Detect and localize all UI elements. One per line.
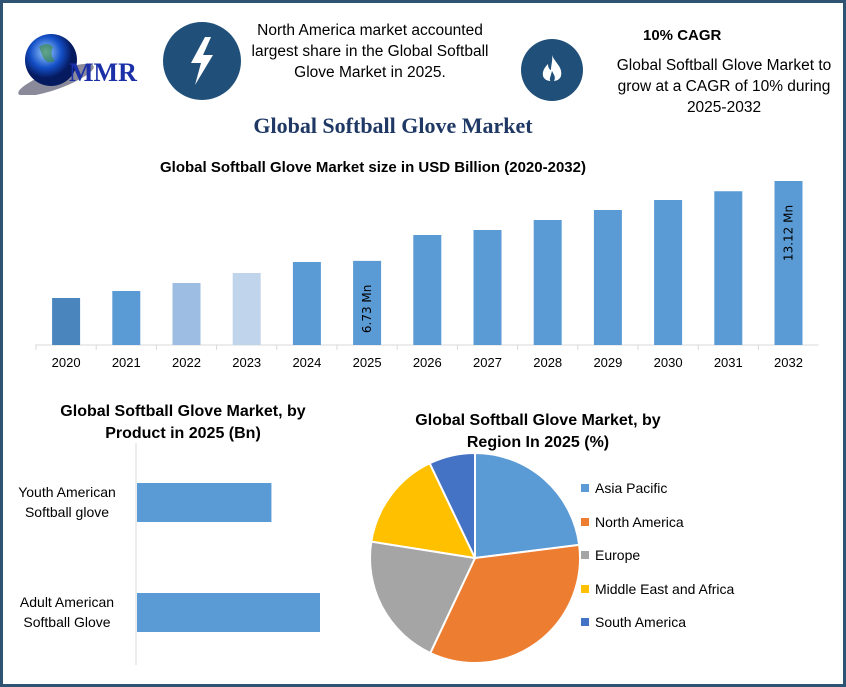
x-tick-label: 2032: [774, 355, 803, 370]
pie-slice-middle-east-and-africa: [370, 461, 477, 560]
legend-swatch: [581, 618, 589, 626]
legend-item: Middle East and Africa: [581, 581, 734, 597]
product-bar: [137, 593, 320, 632]
bar-2026: [413, 235, 442, 345]
cagr-note: Global Softball Glove Market to grow at …: [616, 57, 832, 116]
data-label: 13.12 Mn: [782, 205, 796, 261]
legend-item: North America: [581, 514, 684, 530]
product-bar: [137, 483, 272, 522]
product-label: Youth American Softball glove: [18, 484, 116, 520]
legend-label: North America: [595, 513, 684, 530]
bar-2023: [232, 273, 261, 345]
legend-item: South America: [581, 614, 686, 630]
main-title: Global Softball Glove Market: [253, 113, 533, 138]
bar-2031: [714, 191, 743, 345]
x-tick-label: 2026: [413, 355, 442, 370]
x-tick-label: 2023: [232, 355, 261, 370]
legend-swatch: [581, 484, 589, 492]
legend-swatch: [581, 584, 589, 593]
mmr-logo: MMR: [11, 25, 161, 97]
legend-swatch: [581, 517, 589, 526]
x-tick-label: 2028: [533, 355, 562, 370]
bar-2028: [533, 220, 562, 345]
legend-swatch: [581, 551, 589, 559]
legend-item: Europe: [581, 547, 640, 563]
x-tick-label: 2025: [353, 355, 382, 370]
product-label: Adult American Softball Glove: [19, 594, 115, 630]
x-tick-label: 2021: [112, 355, 141, 370]
bar-2021: [112, 291, 141, 345]
bar-2032: [774, 181, 803, 345]
legend-label: Europe: [595, 547, 641, 563]
x-tick-label: 2022: [172, 355, 201, 370]
legend-item: Asia Pacific: [581, 480, 667, 496]
x-tick-label: 2020: [52, 355, 81, 370]
x-tick-label: 2024: [292, 355, 321, 370]
bar-2029: [593, 210, 622, 345]
bar-chart-title: Global Softball Glove Market size in USD…: [160, 159, 586, 176]
bar-2020: [52, 298, 81, 345]
bar-2022: [172, 283, 201, 345]
region-chart-title: Global Softball Glove Market, by Region …: [415, 412, 661, 451]
product-bar-chart: [135, 443, 320, 665]
pie-slice-asia-pacific: [474, 451, 581, 560]
legend-label: Middle East and Africa: [595, 580, 735, 597]
pie-slice-europe: [369, 540, 477, 655]
data-label: 6.73 Mn: [360, 285, 374, 334]
legend-label: Asia Pacific: [595, 480, 668, 496]
svg-text:MMR: MMR: [69, 58, 137, 87]
x-tick-label: 2031: [714, 355, 743, 370]
bar-2024: [292, 262, 321, 345]
pie-slice-south-america: [428, 451, 476, 559]
x-tick-label: 2029: [593, 355, 622, 370]
bar-2030: [654, 200, 683, 345]
x-tick-label: 2030: [654, 355, 683, 370]
cagr-heading: 10% CAGR: [643, 27, 722, 44]
market-size-bar-chart: 2020 2021 2022 2023 2024 2025 6.73 Mn 2026 2027 2…: [35, 181, 819, 370]
flame-icon: [521, 39, 583, 101]
region-pie-chart: [369, 451, 581, 664]
bar-2025: [353, 260, 382, 345]
product-chart-title: Global Softball Glove Market, by Product…: [60, 403, 306, 442]
bar-2027: [473, 230, 502, 345]
north-america-note: North America market accounted largest s…: [251, 22, 489, 81]
x-tick-label: 2027: [473, 355, 502, 370]
legend-label: South America: [595, 614, 687, 630]
lightning-icon: [163, 22, 241, 100]
